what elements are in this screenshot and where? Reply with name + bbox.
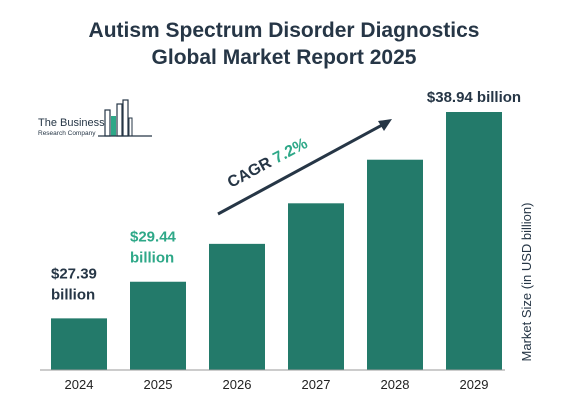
x-tick-2028: 2028: [381, 377, 410, 392]
cagr-arrow-line: [217, 122, 385, 216]
chart-title-line1: Autism Spectrum Disorder Diagnostics: [89, 19, 480, 42]
cagr-arrow-head: [378, 119, 392, 131]
x-tick-2024: 2024: [65, 377, 94, 392]
cagr-annotation: CAGR 7.2%: [217, 119, 392, 216]
x-tick-2027: 2027: [302, 377, 331, 392]
bar-2024: [51, 318, 107, 370]
data-label-2024: $27.39: [51, 265, 97, 282]
cagr-label: CAGR 7.2%: [225, 135, 311, 191]
data-label-2025: $29.44: [130, 229, 177, 246]
x-tick-2025: 2025: [144, 377, 173, 392]
data-label-unit-2025: billion: [130, 250, 174, 267]
bar-2029: [446, 112, 502, 370]
chart-title-line2: Global Market Report 2025: [152, 46, 417, 69]
bar-2028: [367, 159, 423, 370]
data-label-unit-2024: billion: [51, 286, 95, 303]
logo-text-line1: The Business: [38, 117, 105, 129]
bar-2025: [130, 281, 186, 370]
y-axis-label: Market Size (in USD billion): [519, 203, 534, 362]
logo-text-line2: Research Company: [38, 130, 96, 137]
x-tick-2029: 2029: [460, 377, 489, 392]
data-label-2029: $38.94 billion: [427, 89, 521, 106]
x-ticks-group: 2024 2025 2026 2027 2028 2029: [65, 377, 489, 392]
company-logo: The Business Research Company: [38, 99, 152, 137]
bar-2026: [209, 243, 265, 370]
cagr-value: 7.2%: [270, 135, 310, 167]
x-tick-2026: 2026: [223, 377, 252, 392]
data-labels-group: $27.39 billion $29.44 billion $38.94 billion: [51, 89, 521, 303]
bars-group: [51, 112, 502, 370]
bar-2027: [288, 203, 344, 370]
